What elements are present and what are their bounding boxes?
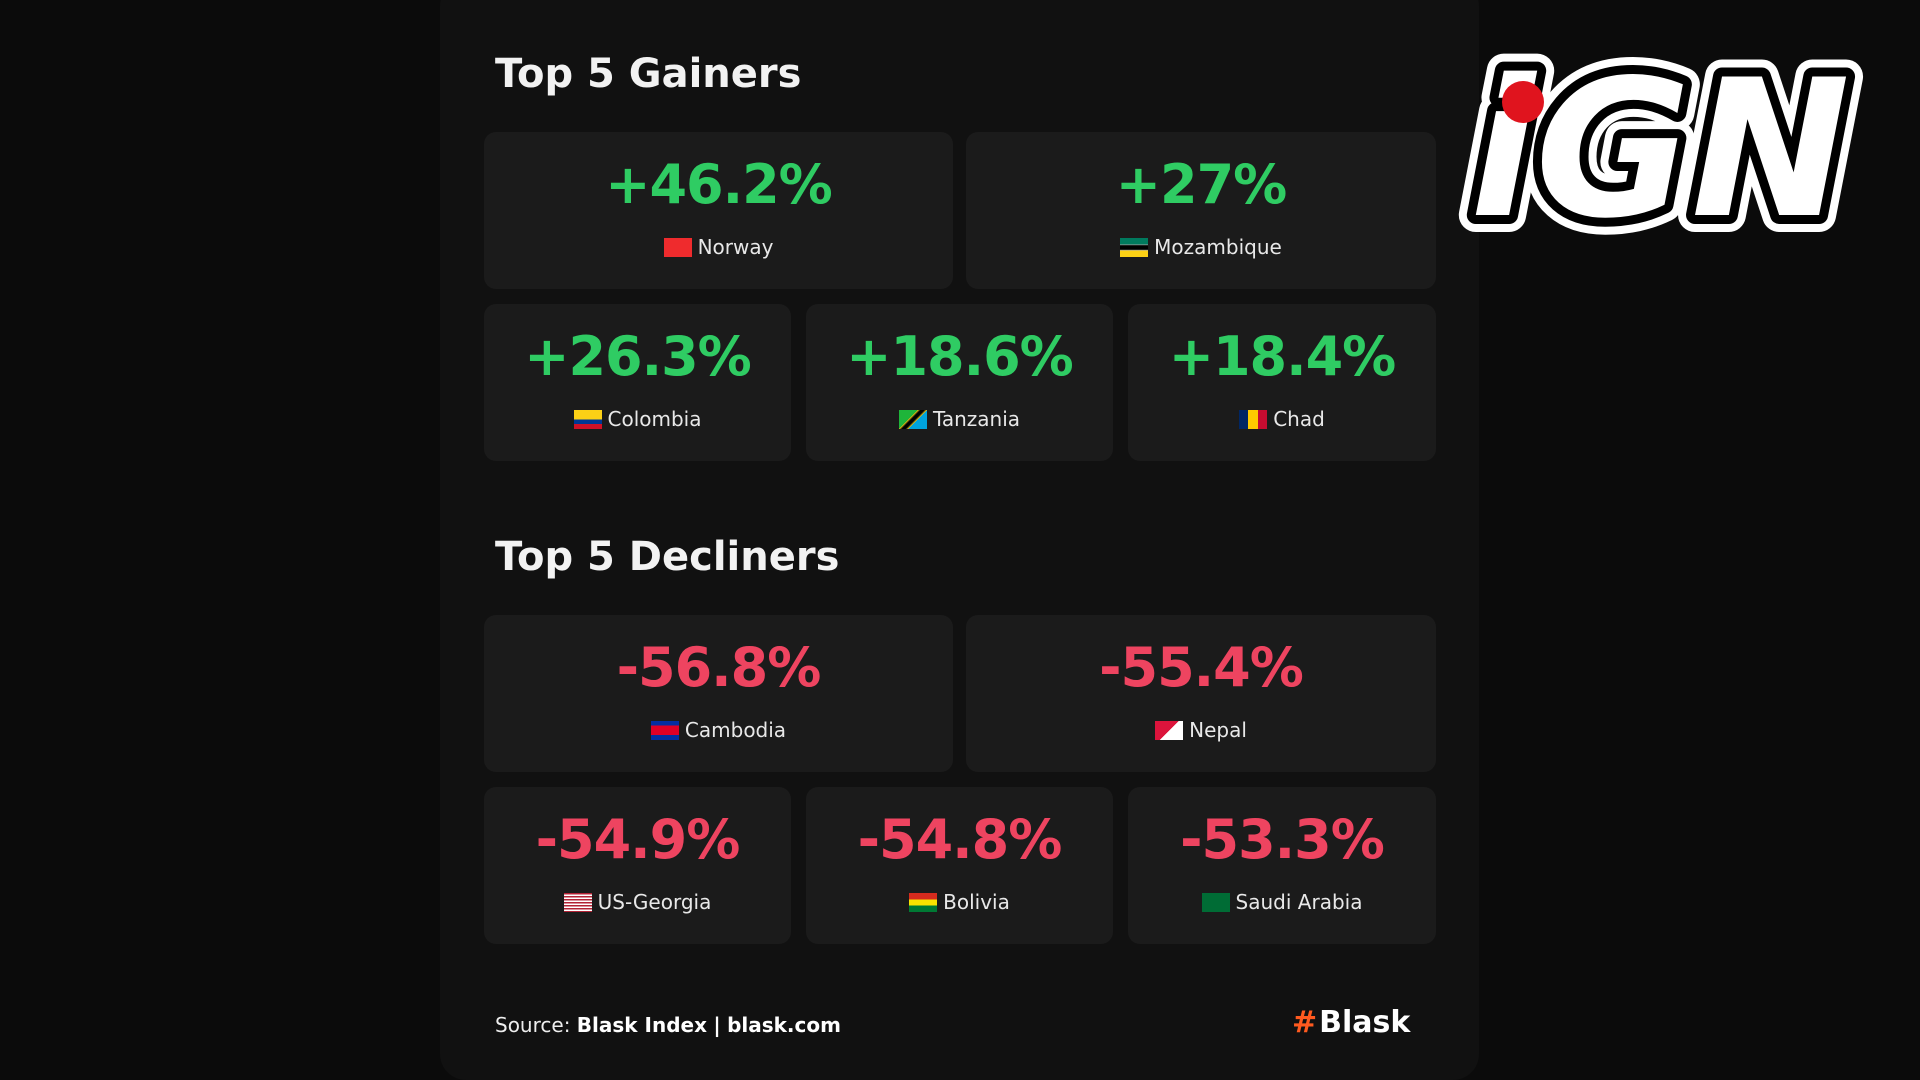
country: US-Georgia: [484, 892, 791, 912]
logo-text: iGN: [1470, 40, 1850, 260]
country: Saudi Arabia: [1128, 892, 1436, 912]
stat-value: +26.3%: [524, 325, 752, 388]
logo-outline: iGN: [1470, 40, 1850, 260]
stat-card: -56.8% Cambodia: [484, 615, 953, 772]
stat-card: -54.8% Bolivia: [806, 787, 1113, 944]
flag: [663, 238, 692, 257]
separator: |: [713, 1013, 721, 1037]
stat-value: -54.8%: [857, 808, 1063, 871]
flag: [573, 410, 602, 429]
source: Source: Blask Index | blask.com: [495, 1013, 841, 1037]
brand-name: Blask: [1319, 1005, 1411, 1040]
flag: [909, 893, 938, 912]
stat-card: +27% Mozambique: [966, 132, 1436, 289]
stat-card: -55.4% Nepal: [966, 615, 1436, 772]
country: Mozambique: [966, 237, 1436, 257]
country-name: Chad: [1273, 407, 1325, 431]
country-name: Nepal: [1189, 718, 1247, 742]
country: Tanzania: [806, 409, 1113, 429]
stat-card: +26.3% Colombia: [484, 304, 791, 461]
brand-logo: #Blask: [1292, 1005, 1410, 1040]
stat-value: -56.8%: [616, 636, 822, 699]
stat-value: +27%: [1115, 153, 1288, 216]
stat-card: -54.9% US-Georgia: [484, 787, 791, 944]
source-name: Blask Index: [576, 1013, 708, 1037]
stat-card: +18.4% Chad: [1128, 304, 1436, 461]
brand-icon: #: [1292, 1005, 1318, 1040]
flag: [1239, 410, 1268, 429]
country: Bolivia: [806, 892, 1113, 912]
flag: [563, 893, 592, 912]
country-name: Cambodia: [684, 718, 787, 742]
stat-value: +18.6%: [846, 325, 1074, 388]
country: Cambodia: [484, 720, 953, 740]
country-name: Tanzania: [932, 407, 1021, 431]
country-name: Saudi Arabia: [1235, 890, 1363, 914]
stat-value: +18.4%: [1168, 325, 1397, 388]
ign-logo: iGN iGN: [1453, 40, 1867, 270]
country: Colombia: [484, 409, 791, 429]
country-name: Mozambique: [1154, 235, 1282, 259]
stat-value: -55.4%: [1099, 636, 1304, 699]
stat-card: -53.3% Saudi Arabia: [1128, 787, 1436, 944]
source-site: blask.com: [727, 1013, 841, 1037]
country-name: Bolivia: [943, 890, 1010, 914]
country-name: Colombia: [607, 407, 702, 431]
source-label: Source:: [495, 1013, 571, 1037]
flag: [898, 410, 927, 429]
flag: [650, 721, 679, 740]
decliners-title: Top 5 Decliners: [495, 534, 840, 580]
stat-card: +18.6% Tanzania: [806, 304, 1113, 461]
stat-card: +46.2% Norway: [484, 132, 953, 289]
country-name: US-Georgia: [597, 890, 712, 914]
country: Nepal: [966, 720, 1436, 740]
flag: [1120, 238, 1149, 257]
stat-value: -53.3%: [1180, 808, 1385, 871]
country-name: Norway: [697, 235, 774, 259]
flag: [1155, 721, 1184, 740]
stat-value: -54.9%: [535, 808, 741, 871]
country: Norway: [484, 237, 953, 257]
gainers-title: Top 5 Gainers: [495, 51, 802, 97]
flag: [1201, 893, 1230, 912]
logo-dot: [1502, 81, 1544, 123]
stat-value: +46.2%: [605, 153, 833, 216]
country: Chad: [1128, 409, 1436, 429]
